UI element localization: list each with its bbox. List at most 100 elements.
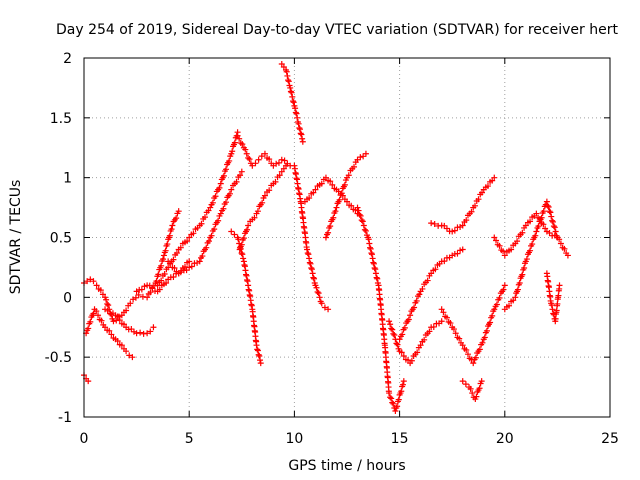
data-point — [449, 228, 456, 235]
data-point — [388, 395, 395, 402]
data-point — [239, 141, 246, 148]
data-point — [550, 218, 557, 225]
data-point — [392, 408, 399, 415]
series-track-6 — [154, 129, 241, 289]
y-tick-label: 1 — [63, 171, 72, 187]
data-point — [246, 156, 253, 163]
data-point — [407, 312, 414, 319]
data-point — [93, 308, 100, 315]
data-point — [186, 264, 193, 271]
data-point — [459, 378, 466, 385]
data-point — [95, 312, 102, 319]
data-point — [389, 399, 396, 406]
series-track-2 — [83, 306, 136, 361]
data-point — [160, 256, 167, 263]
data-point — [104, 307, 111, 314]
data-point — [150, 324, 157, 331]
data-point — [533, 228, 540, 235]
data-point — [361, 226, 368, 233]
data-point — [438, 318, 445, 325]
data-point — [359, 218, 366, 225]
data-point — [244, 226, 251, 233]
data-point — [103, 296, 110, 303]
data-point — [173, 250, 180, 257]
data-point — [296, 125, 303, 132]
data-point — [245, 222, 252, 229]
data-point — [327, 223, 334, 230]
data-point — [231, 139, 238, 146]
data-point — [114, 338, 121, 345]
data-point — [258, 153, 265, 160]
data-point — [155, 271, 162, 278]
x-tick-label: 25 — [601, 431, 619, 447]
data-point — [135, 291, 142, 298]
data-point — [370, 260, 377, 267]
data-point — [110, 318, 117, 325]
data-point — [345, 172, 352, 179]
data-point — [238, 168, 245, 175]
data-point — [240, 235, 247, 242]
x-tick-label: 5 — [185, 431, 194, 447]
data-point — [132, 294, 139, 301]
data-point — [85, 378, 92, 385]
data-point — [97, 287, 104, 294]
data-point — [292, 105, 299, 112]
data-point — [564, 252, 571, 259]
data-point — [253, 342, 260, 349]
data-point — [98, 317, 105, 324]
data-point — [341, 181, 348, 188]
data-point — [310, 274, 317, 281]
data-point — [468, 208, 475, 215]
data-point — [527, 247, 534, 254]
data-point — [220, 172, 227, 179]
data-point — [245, 154, 252, 161]
data-point — [93, 282, 100, 289]
series-track-14 — [322, 150, 369, 241]
data-point — [366, 240, 373, 247]
data-point — [399, 381, 406, 388]
data-point — [451, 227, 458, 234]
data-point — [538, 214, 545, 221]
data-point — [419, 285, 426, 292]
data-point — [516, 279, 523, 286]
data-point — [457, 247, 464, 254]
data-point — [338, 190, 345, 197]
data-point — [426, 328, 433, 335]
data-point — [171, 265, 178, 272]
data-point — [236, 135, 243, 142]
data-point — [306, 255, 313, 262]
data-point — [137, 329, 144, 336]
data-point — [306, 195, 313, 202]
data-point — [217, 210, 224, 217]
data-point — [215, 217, 222, 224]
data-point — [298, 131, 305, 138]
data-point — [367, 244, 374, 251]
data-point — [487, 319, 494, 326]
data-point — [374, 275, 381, 282]
data-point — [483, 327, 490, 334]
data-point — [362, 227, 369, 234]
data-point — [464, 351, 471, 358]
x-tick-label: 15 — [391, 431, 409, 447]
data-point — [549, 217, 556, 224]
data-point — [413, 297, 420, 304]
data-point — [370, 259, 377, 266]
data-point — [463, 346, 470, 353]
data-point — [126, 352, 133, 359]
data-point — [335, 188, 342, 195]
data-point — [252, 160, 259, 167]
data-point — [287, 84, 294, 91]
data-point — [114, 313, 121, 320]
series-track-22 — [501, 198, 561, 313]
series-track-16 — [386, 318, 445, 367]
data-point — [87, 318, 94, 325]
data-point — [336, 196, 343, 203]
x-tick-label: 20 — [496, 431, 514, 447]
series-track-9 — [228, 228, 264, 367]
data-point — [297, 130, 304, 137]
data-point — [471, 202, 478, 209]
data-point — [108, 331, 115, 338]
series-track-21 — [491, 210, 571, 259]
data-point — [484, 183, 491, 190]
data-point — [177, 244, 184, 251]
